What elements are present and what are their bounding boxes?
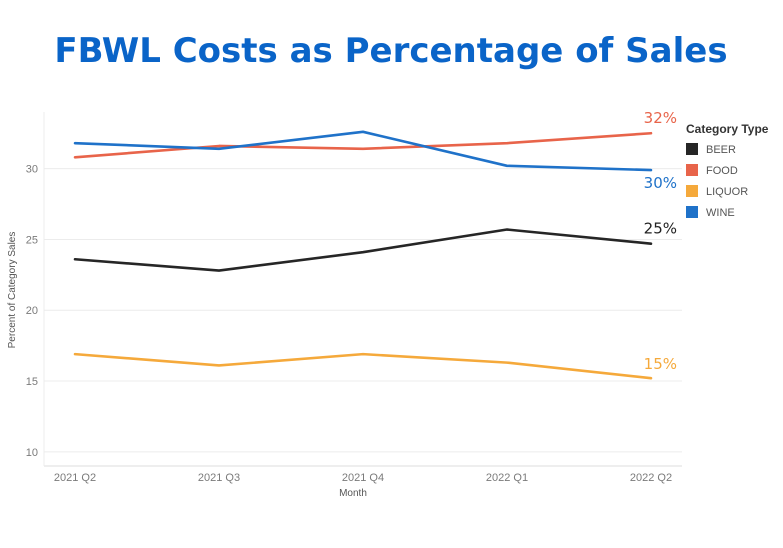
grid <box>43 112 682 467</box>
y-tick-label: 10 <box>26 447 38 459</box>
series-line-liquor <box>73 352 653 380</box>
y-tick-label: 25 <box>26 234 38 246</box>
legend-swatch-beer <box>686 143 698 155</box>
chart-title: FBWL Costs as Percentage of Sales <box>54 31 727 71</box>
series-line-food <box>73 131 653 159</box>
series-line-beer <box>73 228 653 272</box>
y-tick-label: 15 <box>26 376 38 388</box>
end-label-food: 32% <box>644 109 677 127</box>
legend-swatch-wine <box>686 206 698 218</box>
series <box>73 130 653 380</box>
y-tick-label: 30 <box>26 164 38 176</box>
series-line-wine <box>73 130 653 172</box>
end-label-beer: 25% <box>644 220 677 238</box>
x-tick-label: 2021 Q4 <box>342 472 384 484</box>
x-tick-label: 2022 Q1 <box>486 472 528 484</box>
legend-swatch-liquor <box>686 185 698 197</box>
y-tick-label: 20 <box>26 305 38 317</box>
legend-title: Category Type <box>686 122 769 136</box>
end-label-wine: 30% <box>644 174 677 192</box>
y-axis-ticks: 10 15 20 25 30 <box>26 164 38 459</box>
x-axis-ticks: 2021 Q2 2021 Q3 2021 Q4 2022 Q1 2022 Q2 <box>54 472 672 484</box>
legend-swatch-food <box>686 164 698 176</box>
x-axis-label: Month <box>339 488 367 499</box>
x-tick-label: 2022 Q2 <box>630 472 672 484</box>
legend-label-food: FOOD <box>706 165 738 177</box>
x-tick-label: 2021 Q3 <box>198 472 240 484</box>
legend-label-wine: WINE <box>706 207 735 219</box>
end-label-liquor: 15% <box>644 355 677 373</box>
y-axis-label: Percent of Category Sales <box>7 232 18 349</box>
legend-label-liquor: LIQUOR <box>706 186 748 198</box>
legend: Category Type BEER FOOD LIQUOR WINE <box>686 122 769 219</box>
x-tick-label: 2021 Q2 <box>54 472 96 484</box>
legend-label-beer: BEER <box>706 144 736 156</box>
end-labels: 25% 32% 15% 30% <box>644 109 677 373</box>
